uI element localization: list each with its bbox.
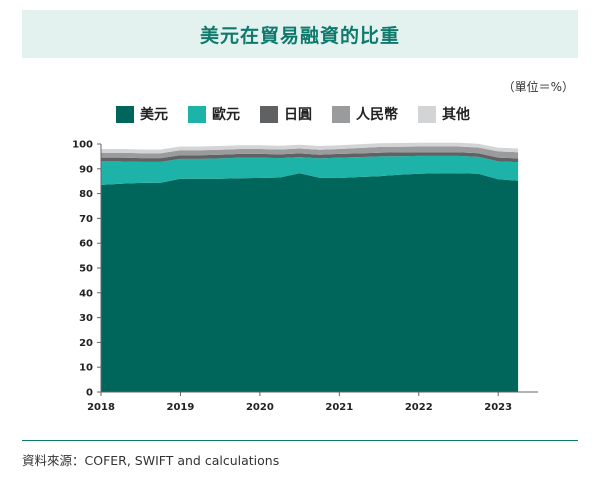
unit-note: （單位＝%） <box>502 80 574 94</box>
chart-title: 美元在貿易融資的比重 <box>199 24 400 47</box>
area-series-0 <box>101 173 519 392</box>
legend-item-0: 美元 <box>116 104 168 124</box>
legend-item-4: 其他 <box>418 104 470 124</box>
x-tick-label-2020: 2020 <box>246 402 274 413</box>
x-tick-label-2021: 2021 <box>325 402 353 413</box>
y-tick-label-30: 30 <box>79 313 93 324</box>
x-tick-label-2018: 2018 <box>87 402 115 413</box>
y-tick-label-20: 20 <box>79 338 93 349</box>
source-note: 資料來源：COFER, SWIFT and calculations <box>22 453 280 468</box>
legend-swatch-3 <box>332 105 350 123</box>
footer-divider <box>22 440 578 441</box>
legend-swatch-4 <box>418 105 436 123</box>
legend-item-2: 日圓 <box>260 104 312 124</box>
y-tick-label-0: 0 <box>86 388 93 399</box>
legend-label-2: 日圓 <box>284 107 312 123</box>
y-tick-label-50: 50 <box>79 264 93 275</box>
legend-swatch-0 <box>116 105 134 123</box>
x-tick-label-2022: 2022 <box>405 402 433 413</box>
x-tick-label-2023: 2023 <box>484 402 512 413</box>
y-tick-label-70: 70 <box>79 214 93 225</box>
legend-item-1: 歐元 <box>188 104 240 124</box>
y-tick-label-10: 10 <box>79 363 93 374</box>
area-series-1 <box>101 155 519 185</box>
area-series-2 <box>101 152 519 163</box>
legend-swatch-1 <box>188 105 206 123</box>
legend: 美元 歐元 日圓 人民幣 其他 <box>116 104 470 124</box>
y-tick-label-60: 60 <box>79 239 93 250</box>
title-bar: 美元在貿易融資的比重 <box>22 10 578 58</box>
x-tick-label-2019: 2019 <box>167 402 195 413</box>
legend-label-0: 美元 <box>140 107 168 123</box>
y-tick-label-100: 100 <box>72 140 93 151</box>
legend-label-4: 其他 <box>442 107 470 123</box>
area-series-3 <box>101 146 519 159</box>
area-series-4 <box>101 142 519 154</box>
y-tick-label-80: 80 <box>79 189 93 200</box>
y-tick-label-90: 90 <box>79 164 93 175</box>
legend-label-1: 歐元 <box>212 107 240 123</box>
legend-swatch-2 <box>260 105 278 123</box>
stacked-area-chart: 0 10 20 30 40 50 60 70 80 90 100 2018 2019 2020 2021 20… <box>72 140 538 413</box>
legend-item-3: 人民幣 <box>332 104 398 124</box>
legend-label-3: 人民幣 <box>356 107 398 123</box>
y-tick-label-40: 40 <box>79 288 93 299</box>
